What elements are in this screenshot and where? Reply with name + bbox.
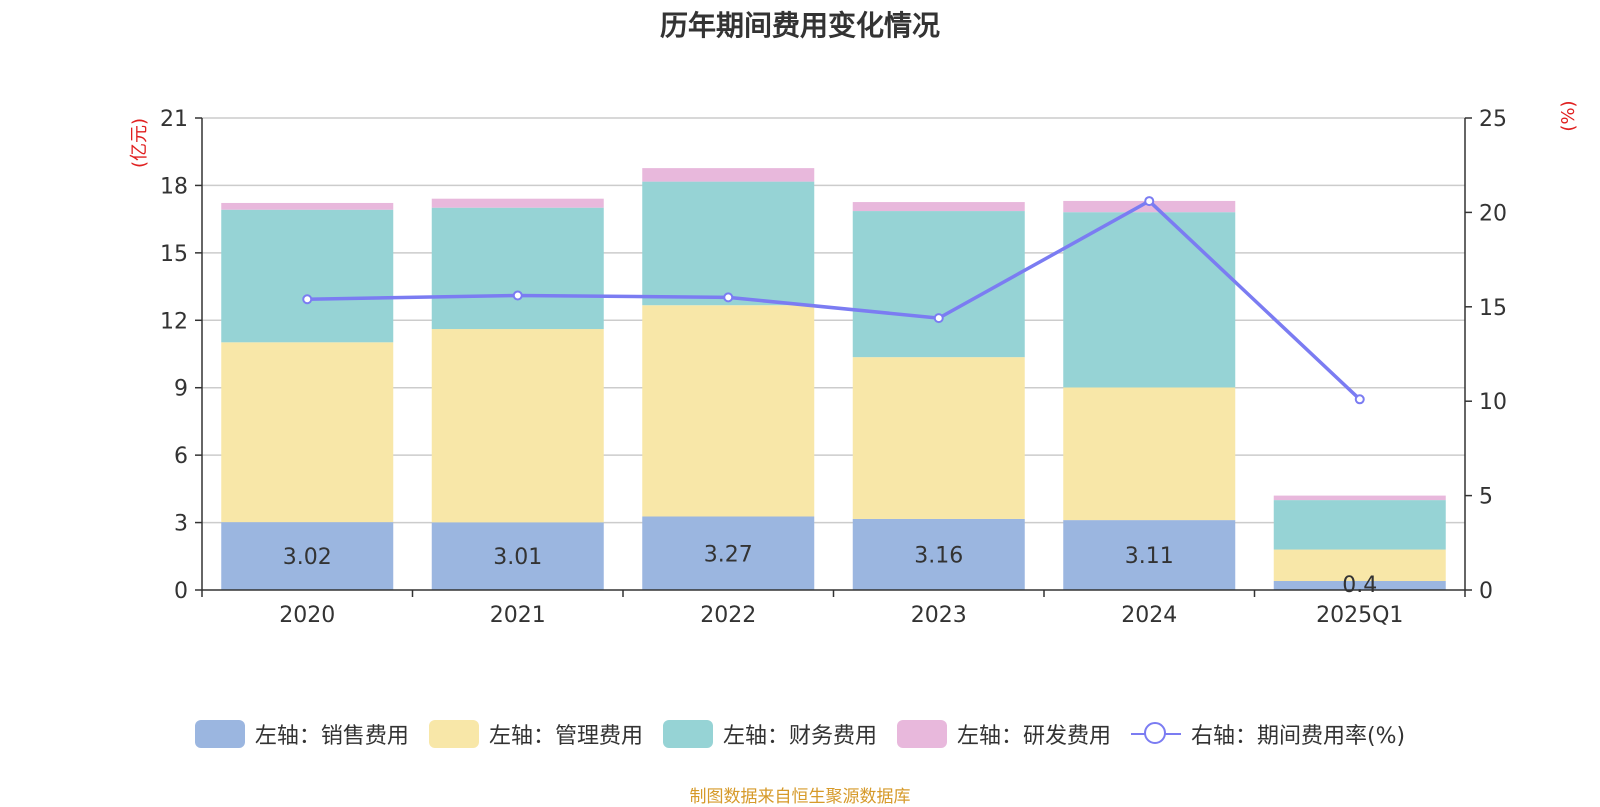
legend-swatch-rnd — [896, 720, 947, 748]
left-axis-tick-label: 9 — [174, 377, 188, 402]
chart-legend: 左轴：销售费用 左轴：管理费用 左轴：财务费用 左轴：研发费用 右轴：期间费用率… — [0, 718, 1600, 750]
legend-label-finance: 左轴：财务费用 — [722, 724, 877, 749]
right-axis-tick-label: 0 — [1479, 579, 1493, 604]
x-axis-tick-label: 2022 — [700, 603, 756, 628]
left-axis-tick-label: 15 — [160, 242, 188, 267]
data-label-sales: 3.11 — [1125, 544, 1174, 569]
right-axis-tick-label: 25 — [1479, 107, 1507, 132]
point-expense-rate-2024 — [1144, 196, 1155, 207]
bar-finance-2021 — [431, 207, 604, 330]
bar-finance-2025Q1 — [1273, 500, 1446, 550]
legend-label-admin: 左轴：管理费用 — [488, 724, 643, 749]
bar-sales-2024 — [1063, 520, 1236, 590]
legend-swatch-sales — [194, 720, 245, 748]
bar-admin-2022 — [642, 305, 815, 517]
bar-finance-2023 — [852, 211, 1025, 358]
data-label-sales: 3.01 — [493, 545, 542, 570]
right-axis-tick-label: 15 — [1479, 296, 1507, 321]
bar-admin-2025Q1 — [1273, 549, 1446, 582]
bar-finance-2024 — [1063, 212, 1236, 388]
legend-item-finance[interactable]: 左轴：财务费用 — [662, 718, 877, 750]
point-expense-rate-2023 — [933, 313, 944, 324]
bar-admin-2021 — [431, 329, 604, 523]
legend-item-rnd[interactable]: 左轴：研发费用 — [896, 718, 1111, 750]
bar-finance-2020 — [221, 209, 394, 343]
bar-rnd-2021 — [431, 198, 604, 208]
data-label-sales: 0.4 — [1342, 573, 1377, 598]
bar-sales-2023 — [852, 518, 1025, 590]
bar-sales-2021 — [431, 522, 604, 590]
chart-canvas: 0 3 6 9 12 15 18 21 0 5 10 15 20 25 3.02 2020 3.01 2021 3.… — [129, 100, 1579, 628]
bar-rnd-2020 — [221, 202, 394, 210]
x-axis-tick-label: 2024 — [1121, 603, 1177, 628]
bar-sales-2025Q1 — [1273, 581, 1446, 590]
bar-rnd-2025Q1 — [1273, 495, 1446, 501]
right-axis-tick-label: 5 — [1479, 485, 1493, 510]
right-axis-tick-label: 10 — [1479, 390, 1507, 415]
legend-label-rnd: 左轴：研发费用 — [956, 724, 1111, 749]
bar-rnd-2024 — [1063, 200, 1236, 213]
bar-rnd-2023 — [852, 202, 1025, 212]
left-axis-tick-label: 21 — [160, 107, 188, 132]
data-label-sales: 3.27 — [704, 542, 753, 567]
chart-title: 历年期间费用变化情况 — [659, 9, 940, 42]
left-axis-tick-label: 0 — [174, 579, 188, 604]
bar-sales-2022 — [642, 516, 815, 590]
bar-admin-2020 — [221, 342, 394, 523]
legend-label-sales: 左轴：销售费用 — [254, 724, 409, 749]
bar-finance-2022 — [642, 181, 815, 306]
left-axis-tick-label: 6 — [174, 444, 188, 469]
left-axis-tick-label: 3 — [174, 512, 188, 537]
point-expense-rate-2020 — [302, 294, 313, 305]
point-expense-rate-2025Q1 — [1354, 394, 1365, 405]
right-axis-tick-label: 20 — [1479, 201, 1507, 226]
bar-rnd-2022 — [642, 168, 815, 182]
line-expense-rate — [307, 199, 1361, 401]
bar-admin-2023 — [852, 357, 1025, 519]
data-label-sales: 3.16 — [914, 543, 963, 568]
legend-label-expense-rate: 右轴：期间费用率(%) — [1190, 724, 1406, 749]
legend-swatch-admin — [428, 720, 479, 748]
x-axis-tick-label: 2023 — [911, 603, 967, 628]
legend-item-expense-rate[interactable]: 右轴：期间费用率(%) — [1130, 718, 1406, 750]
x-axis-tick-label: 2021 — [490, 603, 546, 628]
point-expense-rate-2021 — [512, 290, 523, 301]
left-axis-unit: (亿元) — [129, 118, 150, 168]
data-source-note: 制图数据来自恒生聚源数据库 — [689, 787, 911, 807]
legend-item-admin[interactable]: 左轴：管理费用 — [428, 718, 643, 750]
right-axis-unit: (%) — [1558, 100, 1579, 131]
left-axis-tick-label: 12 — [160, 309, 188, 334]
left-axis-tick-label: 18 — [160, 174, 188, 199]
data-label-sales: 3.02 — [283, 545, 332, 570]
legend-swatch-finance — [662, 720, 713, 748]
bar-sales-2020 — [221, 522, 394, 590]
bar-admin-2024 — [1063, 387, 1236, 521]
legend-line-circle-icon — [1130, 720, 1181, 748]
x-axis-tick-label: 2020 — [279, 603, 335, 628]
point-expense-rate-2022 — [723, 292, 734, 303]
x-axis-tick-label: 2025Q1 — [1316, 603, 1403, 628]
legend-item-sales[interactable]: 左轴：销售费用 — [194, 718, 409, 750]
